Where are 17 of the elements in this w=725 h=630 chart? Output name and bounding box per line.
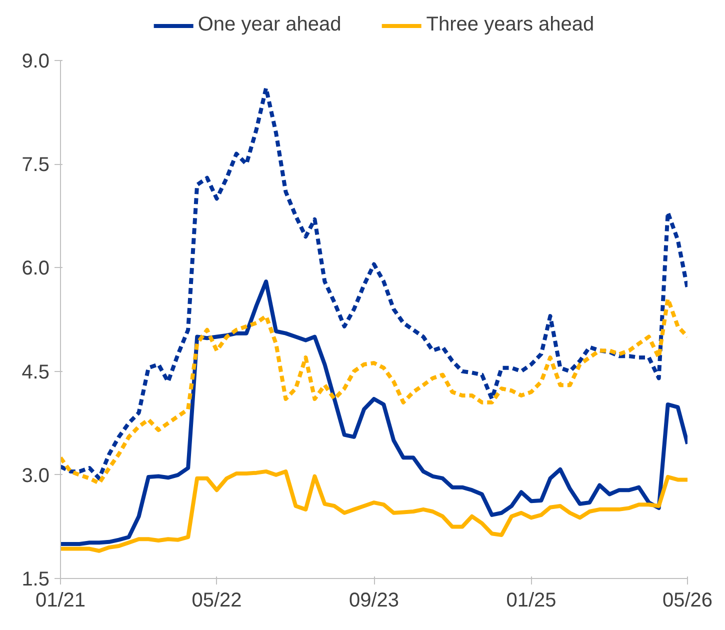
line-series <box>60 469 688 553</box>
y-tick-label: 9.0 <box>22 50 50 72</box>
y-tick-label: 6.0 <box>22 258 50 280</box>
legend-label: One year ahead <box>198 14 342 36</box>
x-tick-label: 01/25 <box>506 590 556 612</box>
y-tick-label: 3.0 <box>22 464 50 487</box>
y-tick-label: 1.5 <box>22 568 50 590</box>
x-tick-label: 05/22 <box>192 590 242 612</box>
legend-label: Three years ahead <box>426 14 594 36</box>
line-series <box>60 296 688 486</box>
line-series <box>60 86 688 480</box>
x-tick-label: 05/26 <box>662 590 713 612</box>
line-series <box>60 280 688 546</box>
y-tick-label: 7.5 <box>22 154 50 176</box>
x-tick-label: 09/23 <box>348 590 400 612</box>
x-tick-label: 01/21 <box>35 590 86 612</box>
y-tick-label: 4.5 <box>22 361 50 384</box>
